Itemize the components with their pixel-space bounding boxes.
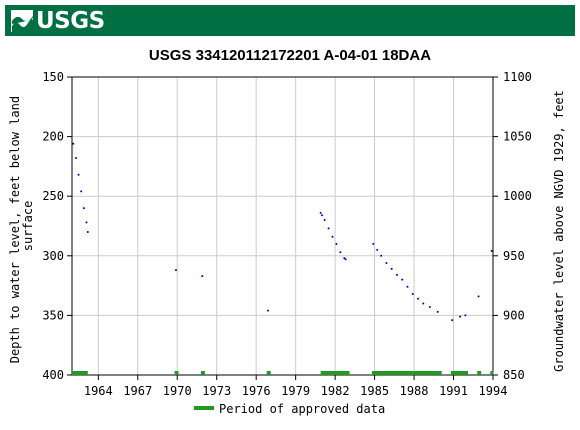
data-point <box>319 211 322 214</box>
x-tick-label: 1970 <box>163 384 192 398</box>
data-point <box>459 315 462 318</box>
y-right-tick-label: 1000 <box>503 189 532 203</box>
data-point <box>343 257 346 260</box>
data-point <box>72 142 75 145</box>
usgs-banner: USGS <box>5 5 575 36</box>
usgs-wave-icon <box>11 9 33 32</box>
data-point <box>372 242 375 245</box>
data-point <box>320 214 323 217</box>
data-point <box>436 310 439 313</box>
data-point <box>82 207 85 210</box>
x-tick-label: 1988 <box>400 384 429 398</box>
data-point <box>85 221 88 224</box>
approved-period-bar <box>266 371 271 375</box>
y-left-tick-label: 400 <box>42 368 64 382</box>
data-point <box>201 275 204 278</box>
y-axis-left-label-line-1: Depth to water level, feet below land <box>8 96 22 363</box>
y-axis-right-label: Groundwater level above NGVD 1929, feet <box>552 90 566 372</box>
data-point <box>267 309 270 312</box>
data-point <box>331 235 334 238</box>
data-point <box>344 258 347 261</box>
data-point <box>380 254 383 257</box>
x-tick-label: 1976 <box>242 384 271 398</box>
data-point <box>490 250 493 253</box>
approved-period-bar <box>72 371 88 375</box>
y-axis-left: 150 200 250 300 350 400 <box>42 70 72 382</box>
usgs-logo-text: USGS <box>36 7 105 34</box>
x-tick-label: 1967 <box>123 384 152 398</box>
data-point <box>451 319 454 322</box>
y-axis-right: 1100 1050 1000 950 900 850 <box>493 70 532 382</box>
data-point <box>411 292 414 295</box>
data-point <box>327 227 330 230</box>
grid <box>72 76 494 376</box>
legend-label: Period of approved data <box>219 402 385 416</box>
y-axis-left-label: Depth to water level, feet below land su… <box>8 89 35 364</box>
data-point <box>464 314 467 317</box>
x-tick-label: 1994 <box>479 384 508 398</box>
approved-period-bar <box>174 371 179 375</box>
y-right-tick-label: 850 <box>503 368 525 382</box>
data-point <box>339 251 342 254</box>
data-point <box>422 302 425 305</box>
y-right-tick-label: 1100 <box>503 70 532 84</box>
usgs-logo[interactable]: USGS <box>11 7 105 34</box>
data-point <box>174 269 177 272</box>
approved-period-bar <box>450 371 469 375</box>
data-points <box>72 142 493 322</box>
data-point <box>401 278 404 281</box>
y-left-tick-label: 300 <box>42 249 64 263</box>
x-tick-label: 1979 <box>281 384 310 398</box>
y-left-tick-label: 250 <box>42 189 64 203</box>
approved-period-bar <box>200 371 205 375</box>
y-axis-left-label-line-2: surface <box>21 201 35 252</box>
data-point <box>406 285 409 288</box>
data-point <box>395 273 398 276</box>
approved-period-bar <box>371 371 442 375</box>
y-right-tick-label: 950 <box>503 249 525 263</box>
x-tick-label: 1964 <box>84 384 113 398</box>
x-tick-label: 1982 <box>321 384 350 398</box>
data-point <box>477 295 480 298</box>
y-right-tick-label: 1050 <box>503 130 532 144</box>
plot-frame <box>71 76 494 376</box>
chart-title: USGS 334120112172201 A-04-01 18DAA <box>149 47 431 64</box>
approved-periods <box>72 371 494 375</box>
data-point <box>376 248 379 251</box>
legend-swatch <box>194 406 214 410</box>
data-point <box>80 190 83 193</box>
x-tick-label: 1991 <box>439 384 468 398</box>
y-right-tick-label: 900 <box>503 308 525 322</box>
y-left-tick-label: 150 <box>42 70 64 84</box>
x-axis: 1964 1967 1970 1973 1976 1979 1982 1985 1988 1991… <box>84 375 508 398</box>
x-tick-label: 1973 <box>202 384 231 398</box>
data-point <box>417 297 420 300</box>
data-point <box>335 242 338 245</box>
data-point <box>86 230 89 233</box>
y-left-tick-label: 200 <box>42 130 64 144</box>
approved-period-bar <box>320 371 350 375</box>
data-point <box>74 157 77 160</box>
data-point <box>390 267 393 270</box>
legend: Period of approved data <box>194 402 385 416</box>
data-point <box>428 306 431 309</box>
approved-period-bar <box>490 371 494 375</box>
data-point <box>77 173 80 176</box>
data-point <box>323 219 326 222</box>
data-point <box>385 261 388 264</box>
x-tick-label: 1985 <box>360 384 389 398</box>
approved-period-bar <box>477 371 482 375</box>
y-left-tick-label: 350 <box>42 308 64 322</box>
